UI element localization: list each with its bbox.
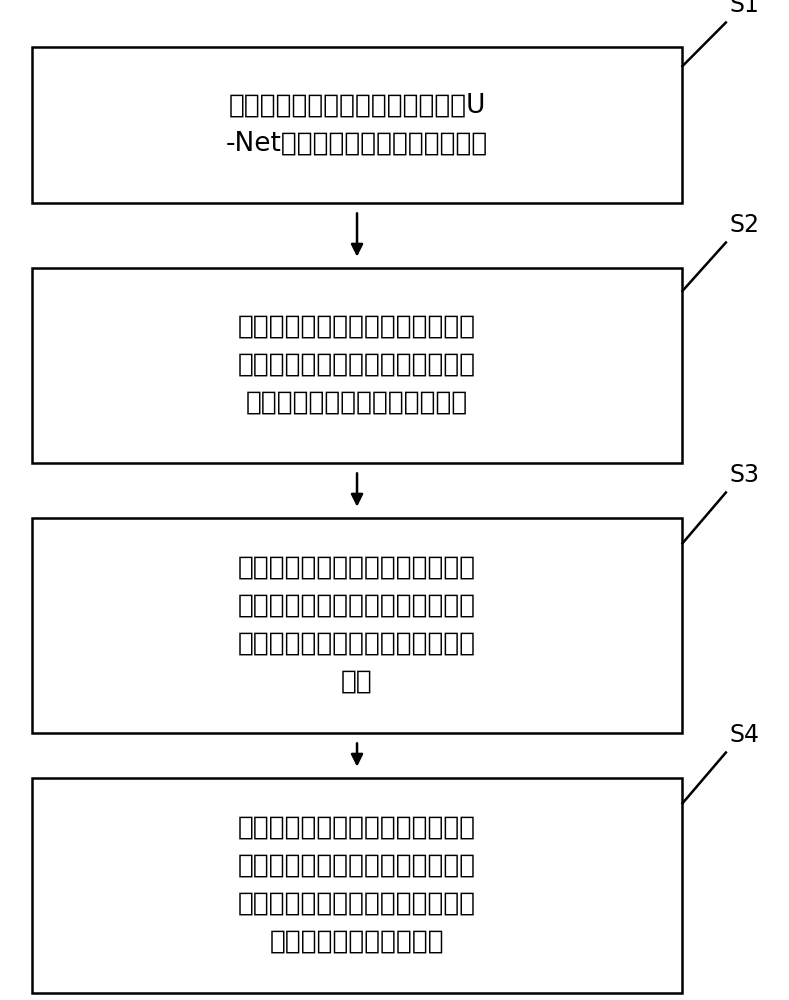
Text: S2: S2 — [730, 213, 760, 237]
Bar — [32, 47, 682, 202]
Text: S4: S4 — [730, 724, 760, 748]
Text: S1: S1 — [730, 0, 760, 17]
Text: 通过所述第一模型，检测待测图像
中所述套管针的位置，输出所述套
管针的满足预设条件的位置信息: 通过所述第一模型，检测待测图像 中所述套管针的位置，输出所述套 管针的满足预设条… — [238, 314, 476, 416]
Text: 获取套管针的数据集，通过预设的U
-Net网络进行训练，获得第一模型: 获取套管针的数据集，通过预设的U -Net网络进行训练，获得第一模型 — [226, 93, 488, 157]
Bar — [32, 778, 682, 992]
Text: S3: S3 — [730, 464, 760, 488]
Bar — [32, 267, 682, 462]
Text: 根据所述套管针的旋转矩阵，获得
所述套管针的取向，并根据所述套
管针的取向，控制机器人末端的器
械与所述套管针进行对接: 根据所述套管针的旋转矩阵，获得 所述套管针的取向，并根据所述套 管针的取向，控制… — [238, 815, 476, 955]
Text: 根据所述套管针的满足预设条件的
位置信息，对套管针的旋转角度进
行参数化，获得所述套管针的旋转
矩阵: 根据所述套管针的满足预设条件的 位置信息，对套管针的旋转角度进 行参数化，获得所… — [238, 555, 476, 695]
Bar — [32, 518, 682, 732]
